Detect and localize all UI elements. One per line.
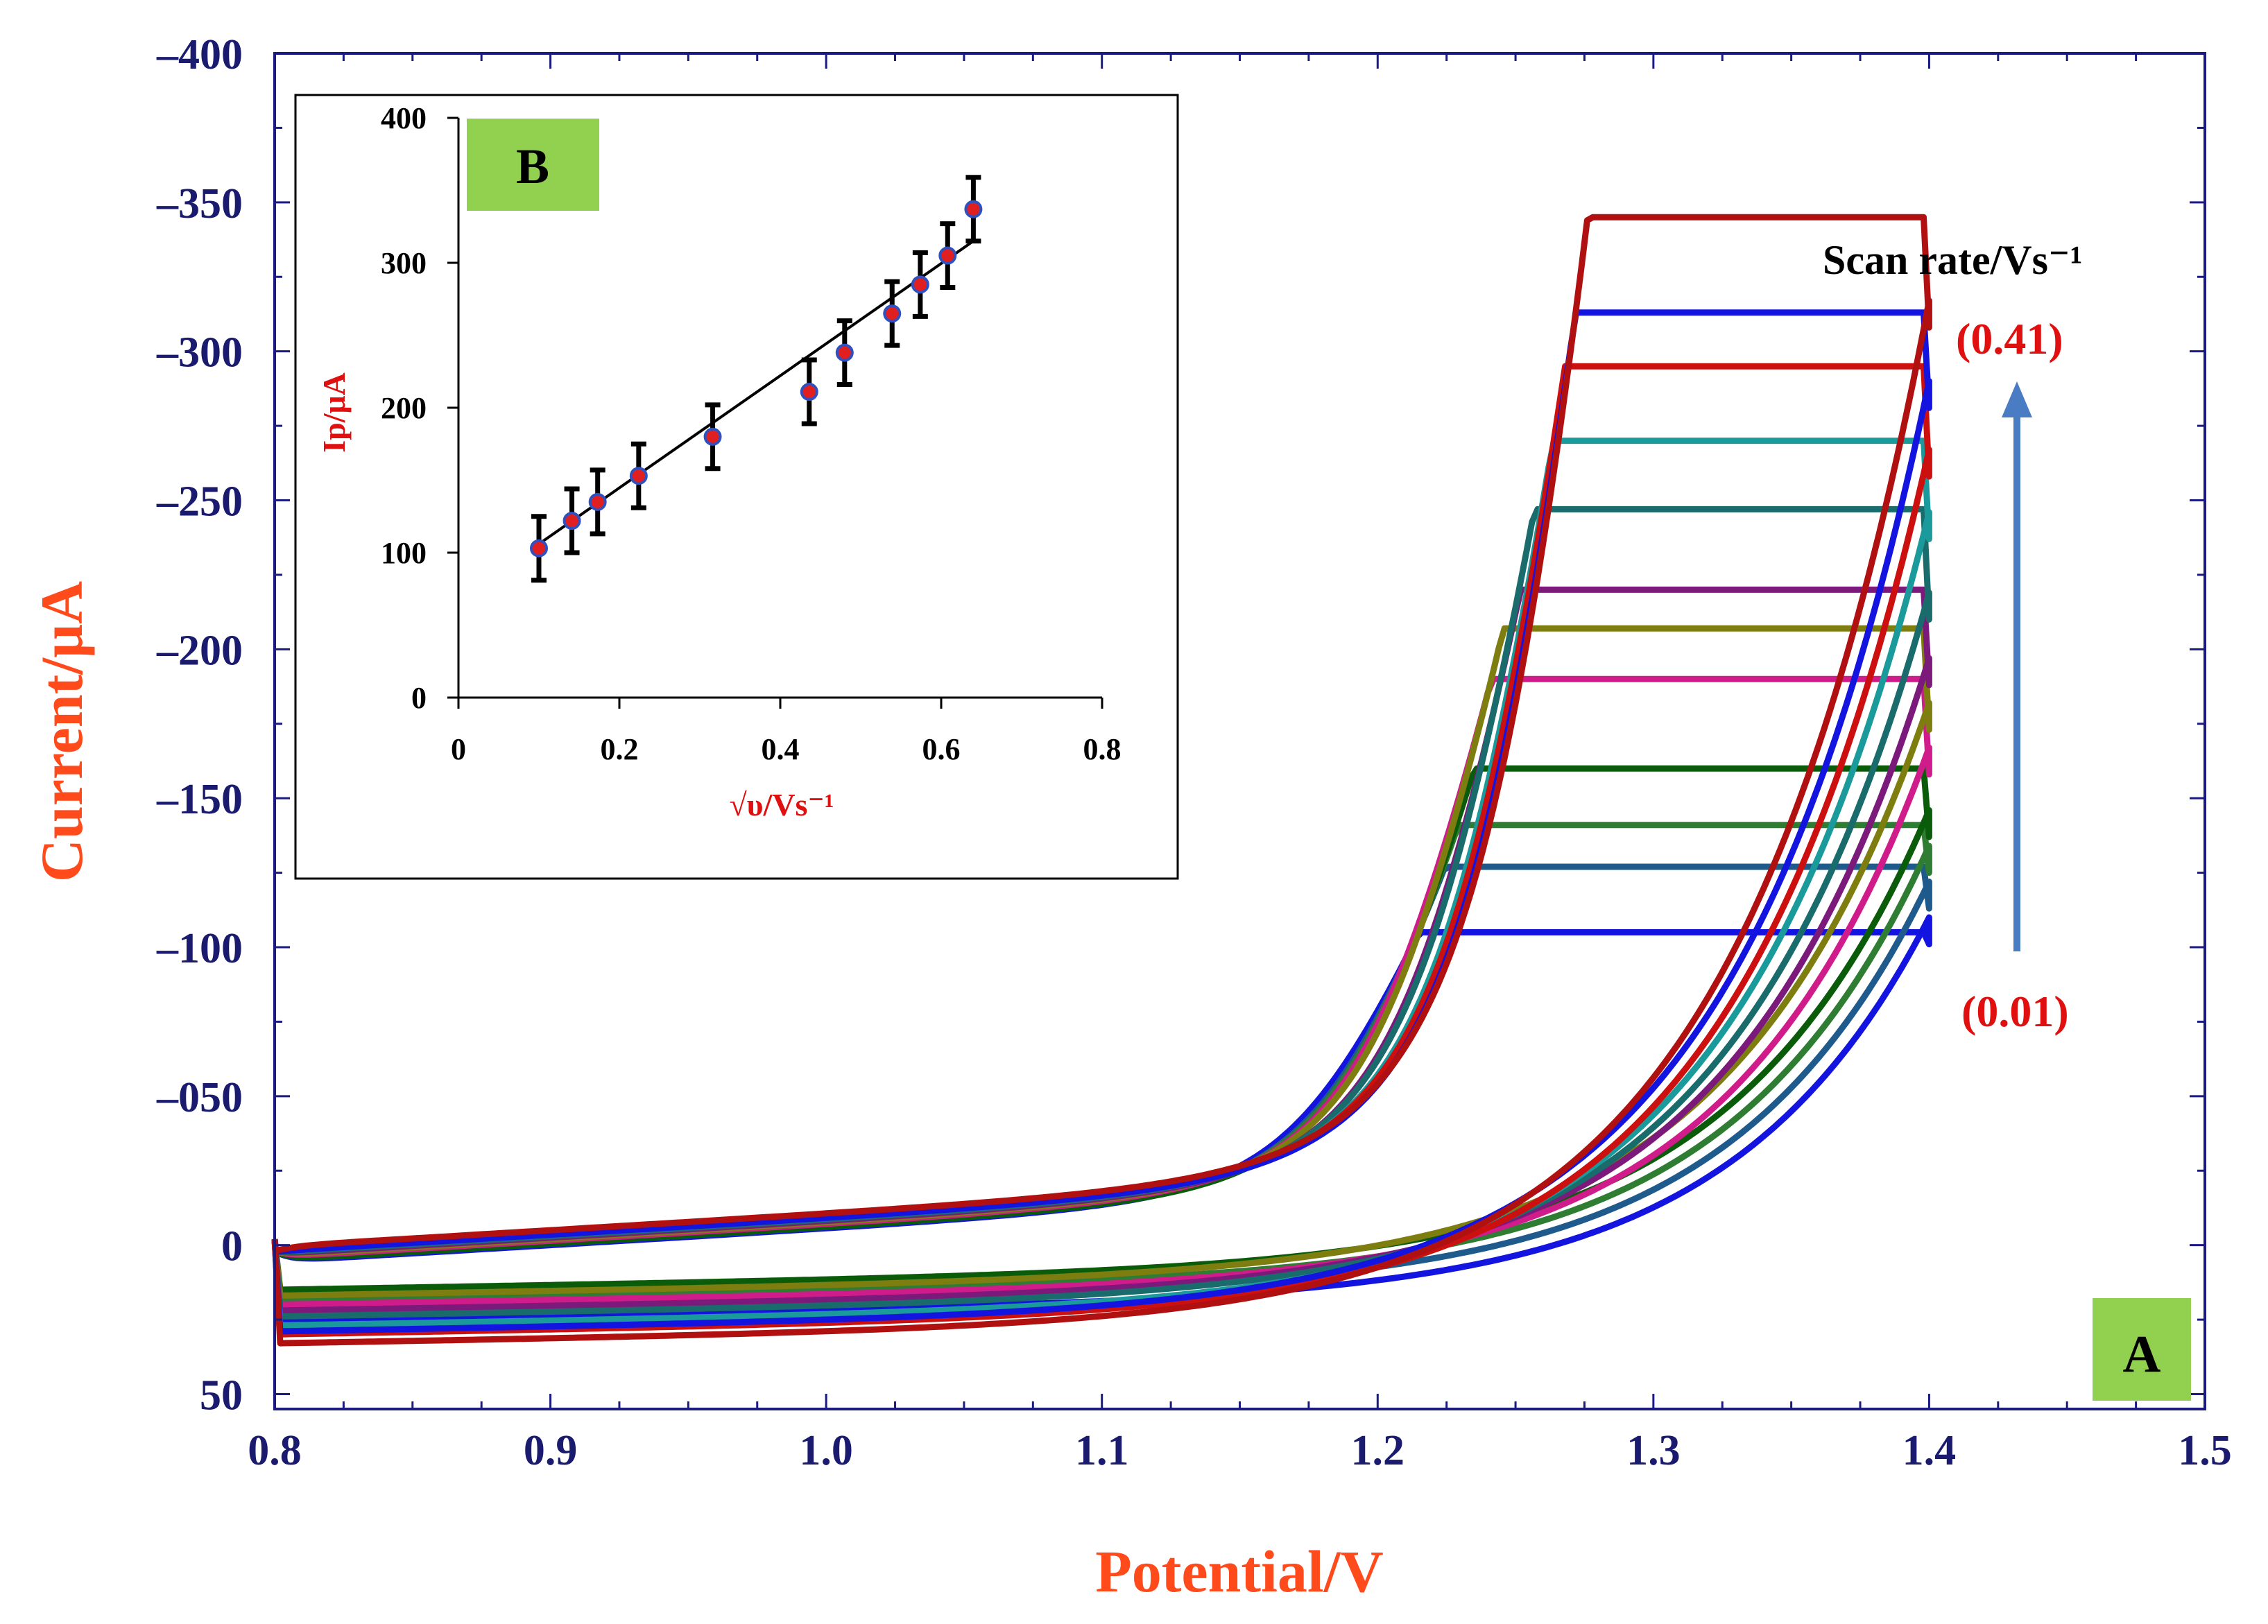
inset-y-tick-labels: 0 100 200 300 400 — [381, 101, 427, 715]
inset-y-tick-label: 100 — [381, 536, 427, 570]
svg-text:A: A — [2123, 1325, 2161, 1383]
main-plot: 0.8 0.9 1.0 1.1 1.2 1.3 1.4 1.5 –400 –350 –300 –25… — [28, 31, 2232, 1605]
svg-text:B: B — [516, 139, 549, 194]
scan-rate-high-label: (0.41) — [1956, 314, 2063, 363]
y-tick-label: –400 — [156, 31, 243, 78]
inset-x-tick-label: 0.4 — [762, 732, 800, 766]
inset-x-tick-labels: 0 0.2 0.4 0.6 0.8 — [451, 732, 1122, 766]
inset-border — [294, 94, 1179, 880]
inset-data-point — [883, 304, 902, 323]
inset-x-tick-label: 0.2 — [601, 732, 639, 766]
inset-y-tick-label: 300 — [381, 246, 427, 280]
inset-y-tick-label: 200 — [381, 391, 427, 425]
inset-axes — [447, 116, 1103, 709]
y-tick-label: –150 — [156, 776, 243, 823]
scan-rate-legend-title: Scan rate/Vs⁻¹ — [1823, 237, 2083, 283]
inset-data-point — [703, 427, 722, 446]
x-tick-label: 1.3 — [1626, 1427, 1681, 1474]
x-tick-label: 1.1 — [1075, 1427, 1129, 1474]
y-tick-label: 50 — [200, 1372, 243, 1419]
x-tick-label: 1.2 — [1351, 1427, 1405, 1474]
inset-data-point — [938, 246, 957, 265]
y-tick-label: –250 — [156, 478, 243, 526]
inset-y-tick-label: 0 — [411, 681, 427, 715]
inset-x-tick-label: 0.8 — [1083, 732, 1122, 766]
inset-point-group — [911, 250, 929, 319]
y-tick-label: –100 — [156, 925, 243, 972]
inset-data-point — [629, 467, 648, 485]
x-tick-label: 1.0 — [799, 1427, 853, 1474]
x-tick-label: 0.8 — [248, 1427, 302, 1474]
inset-y-axis-title: Ip/μA — [316, 372, 352, 453]
y-tick-label: –050 — [156, 1074, 243, 1121]
main-axis-ticks — [273, 52, 2206, 1409]
inset-data-point — [964, 200, 983, 218]
inset-point-group — [629, 441, 648, 510]
inset-point-group — [588, 467, 607, 537]
inset-data-points — [530, 175, 983, 583]
inset-point-group — [562, 486, 581, 555]
inset-point-group — [800, 357, 818, 426]
cv-curve-11 — [271, 309, 1932, 1335]
x-axis-title: Potential/V — [1095, 1538, 1384, 1605]
x-tick-labels: 0.8 0.9 1.0 1.1 1.2 1.3 1.4 1.5 — [248, 1427, 2232, 1474]
y-tick-label: –200 — [156, 627, 243, 674]
inset-x-tick-label: 0 — [451, 732, 466, 766]
inset-data-point — [911, 275, 929, 294]
inset-point-group — [530, 514, 548, 583]
x-tick-label: 0.9 — [524, 1427, 578, 1474]
inset-trend-line — [538, 240, 974, 546]
inset-data-point — [588, 492, 607, 511]
cv-curves — [271, 214, 1932, 1347]
inset-point-group — [883, 279, 902, 348]
inset-point-group — [964, 175, 983, 244]
y-axis-title: Current/μA — [28, 581, 95, 882]
cv-curve-12 — [271, 214, 1932, 1347]
scan-rate-low-label: (0.01) — [1961, 987, 2069, 1036]
inset-x-axis-title: √υ/Vs⁻¹ — [729, 787, 834, 822]
inset-data-point — [835, 343, 854, 362]
x-tick-label: 1.5 — [2178, 1427, 2232, 1474]
inset-point-group — [938, 221, 957, 291]
panel-label-a: A — [2093, 1298, 2191, 1401]
y-tick-label: –350 — [156, 180, 243, 227]
y-tick-label: 0 — [221, 1223, 243, 1270]
inset-fit-line — [538, 240, 974, 546]
inset-x-tick-label: 0.6 — [922, 732, 961, 766]
y-tick-labels: –400 –350 –300 –250 –200 –150 –100 –050 0 50 — [156, 31, 243, 1419]
y-tick-label: –300 — [156, 329, 243, 377]
inset-point-group — [703, 402, 722, 472]
inset-data-point — [562, 512, 581, 530]
inset-y-tick-label: 400 — [381, 101, 427, 135]
inset-plot: B 0 0.2 0.4 0.6 0.8 0 100 200 300 400 √υ/Vs⁻¹ Ip… — [294, 94, 1179, 880]
inset-data-point — [800, 383, 818, 401]
inset-data-point — [530, 539, 548, 558]
panel-label-b: B — [467, 119, 599, 211]
inset-point-group — [835, 318, 854, 388]
scan-rate-arrow — [2002, 381, 2032, 951]
x-tick-label: 1.4 — [1902, 1427, 1957, 1474]
